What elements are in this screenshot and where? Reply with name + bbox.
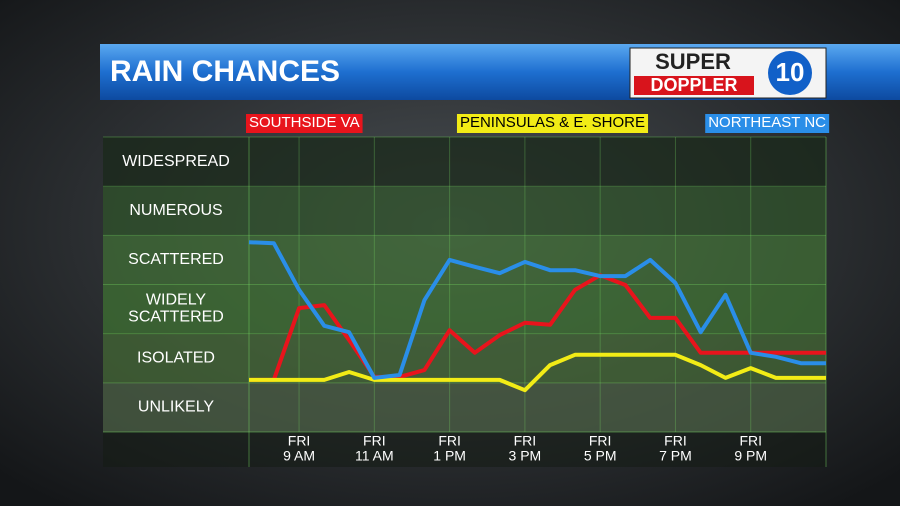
logo-circle <box>768 51 812 95</box>
y-tick-label: UNLIKELY <box>138 399 215 416</box>
legend-item: SOUTHSIDE VA <box>246 114 363 133</box>
x-tick-label: FRI 3 PM <box>509 432 542 463</box>
x-tick-label: FRI 9 AM <box>283 432 315 463</box>
y-tick-label: WIDELY SCATTERED <box>128 292 224 326</box>
legend-item: PENINSULAS & E. SHORE <box>456 114 649 133</box>
legend-swatch <box>705 114 830 133</box>
legend-item: NORTHEAST NC <box>705 114 830 133</box>
series-line <box>248 240 826 380</box>
y-tick-label: SCATTERED <box>128 251 224 268</box>
band <box>103 235 826 285</box>
logo: SUPER DOPPLER 10 <box>629 47 827 99</box>
x-tick-label: FRI 5 PM <box>584 432 617 463</box>
y-tick-label: NUMEROUS <box>129 202 222 219</box>
legend-label: PENINSULAS & E. SHORE <box>460 114 645 131</box>
y-tick-label: ISOLATED <box>137 349 215 366</box>
legend-label: NORTHEAST NC <box>708 114 826 131</box>
band <box>103 382 826 432</box>
band <box>103 137 826 187</box>
series-line <box>249 273 826 382</box>
chart-title: RAIN CHANCES <box>110 55 340 88</box>
x-tick-label: FRI 1 PM <box>433 432 466 463</box>
logo-bottom: DOPPLER <box>650 75 737 95</box>
x-tick-label: FRI 7 PM <box>659 432 692 463</box>
logo-number: 10 <box>776 57 805 87</box>
legend-swatch <box>246 114 363 133</box>
chart-frame <box>103 137 826 467</box>
x-tick-label: FRI 11 AM <box>355 432 394 463</box>
x-tick-label: FRI 9 PM <box>734 432 767 463</box>
band <box>103 186 826 236</box>
logo-top: SUPER <box>655 49 731 74</box>
logo-band <box>634 76 754 95</box>
legend-label: SOUTHSIDE VA <box>249 114 360 131</box>
series-line <box>249 352 826 393</box>
legend-swatch <box>456 114 649 133</box>
y-tick-label: WIDESPREAD <box>122 153 230 170</box>
